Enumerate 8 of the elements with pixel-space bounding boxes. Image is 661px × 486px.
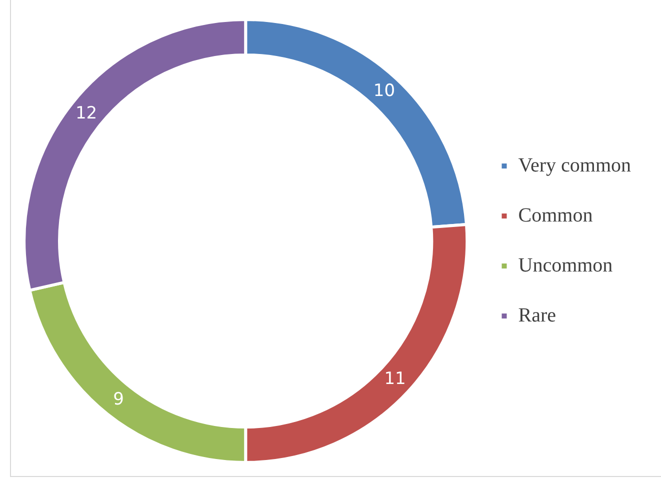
data-label: 12	[75, 103, 98, 124]
data-label: 10	[373, 81, 396, 102]
legend-label: Very common	[518, 154, 632, 176]
legend-label: Rare	[518, 304, 556, 326]
data-label: 9	[113, 390, 124, 410]
legend-label: Common	[518, 204, 593, 226]
legend-label: Uncommon	[518, 254, 613, 276]
data-label: 11	[384, 369, 406, 390]
